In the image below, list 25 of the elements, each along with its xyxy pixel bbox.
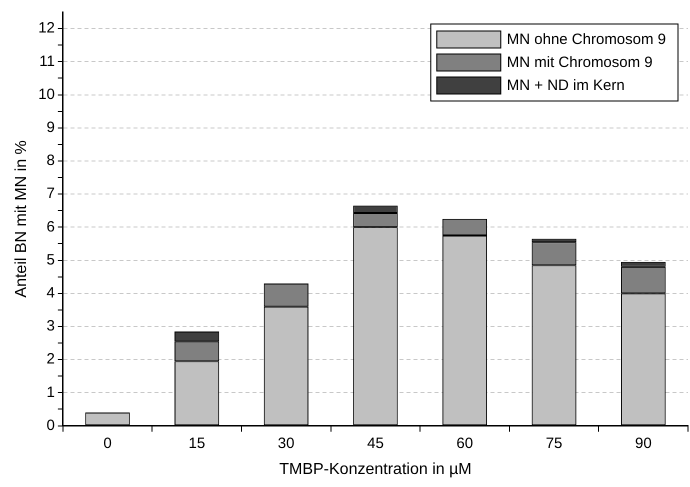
x-tick-label: 75 [546, 434, 562, 452]
y-tick-label: 7 [46, 185, 55, 202]
y-tick-label: 1 [46, 384, 55, 401]
y-tick-label: 2 [46, 350, 55, 368]
y-tick-label: 10 [38, 86, 55, 103]
y-tick-label: 6 [46, 218, 55, 236]
y-tick-label: 0 [46, 416, 55, 434]
x-tick-label: 90 [635, 434, 652, 452]
legend-label: MN mit Chromosom 9 [506, 54, 653, 72]
x-tick-label: 30 [278, 434, 294, 452]
y-tick-label: 8 [46, 152, 55, 170]
y-axis-title: Anteil BN mit MN in % [13, 140, 30, 298]
x-tick-label: 60 [456, 434, 474, 452]
x-axis-title: TMBP-Konzentration in µM [279, 460, 472, 478]
y-tick-label: 12 [38, 20, 55, 37]
x-tick-label: 15 [188, 434, 206, 452]
y-tick-label: 5 [46, 251, 55, 268]
y-tick-label: 3 [46, 318, 55, 335]
legend-label: MN ohne Chromosom 9 [506, 31, 666, 48]
y-tick-label: 9 [46, 119, 55, 136]
x-tick-label: 0 [103, 434, 112, 452]
x-tick-label: 45 [367, 434, 384, 452]
legend-label: MN + ND im Kern [506, 77, 625, 94]
y-tick-label: 11 [39, 52, 55, 70]
y-tick-label: 4 [46, 284, 55, 302]
